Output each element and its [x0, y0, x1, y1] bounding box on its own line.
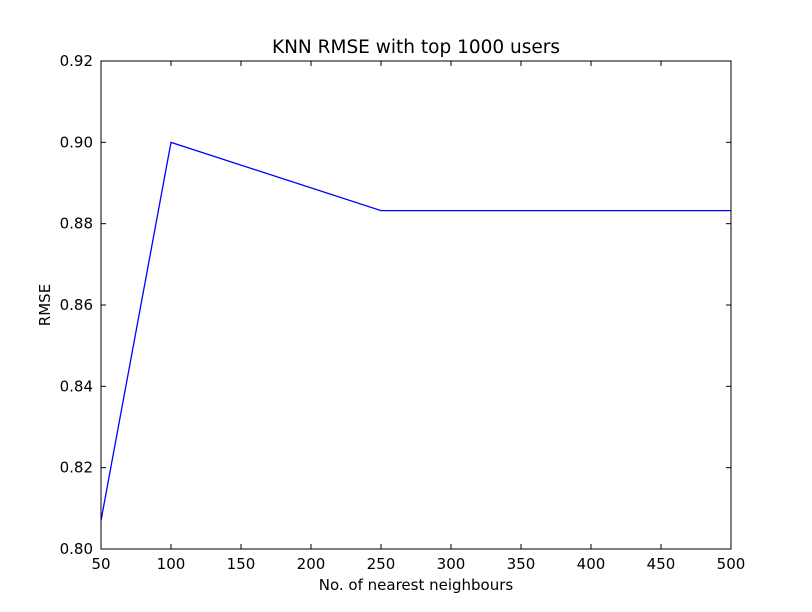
x-tick-label: 350 [507, 555, 536, 573]
x-axis-title: No. of nearest neighbours [319, 576, 514, 594]
y-tick-label: 0.92 [60, 52, 93, 70]
y-axis-title: RMSE [36, 284, 54, 326]
x-tick-label: 50 [91, 555, 110, 573]
x-tick-label: 200 [297, 555, 326, 573]
x-tick-label: 250 [367, 555, 396, 573]
x-tick-label: 100 [157, 555, 186, 573]
x-tick-label: 400 [577, 555, 606, 573]
y-tick-label: 0.88 [60, 215, 93, 233]
x-tick-label: 150 [227, 555, 256, 573]
x-tick-label: 300 [437, 555, 466, 573]
axis-ticks [100, 60, 732, 550]
x-tick-label: 500 [717, 555, 746, 573]
plot-area [100, 60, 732, 550]
y-tick-label: 0.90 [60, 133, 93, 151]
series-line-0 [101, 141, 731, 521]
y-axis-tick-labels: 0.80 0.82 0.84 0.86 0.88 0.90 0.92 [60, 52, 93, 558]
x-axis-tick-labels: 50 100 150 200 250 300 350 400 450 500 [91, 555, 745, 573]
y-tick-label: 0.80 [60, 540, 93, 558]
y-tick-label: 0.84 [60, 377, 93, 395]
x-tick-label: 450 [647, 555, 676, 573]
chart-title: KNN RMSE with top 1000 users [272, 37, 560, 58]
y-tick-label: 0.82 [60, 459, 93, 477]
y-tick-label: 0.86 [60, 296, 93, 314]
axes-frame [100, 60, 732, 550]
